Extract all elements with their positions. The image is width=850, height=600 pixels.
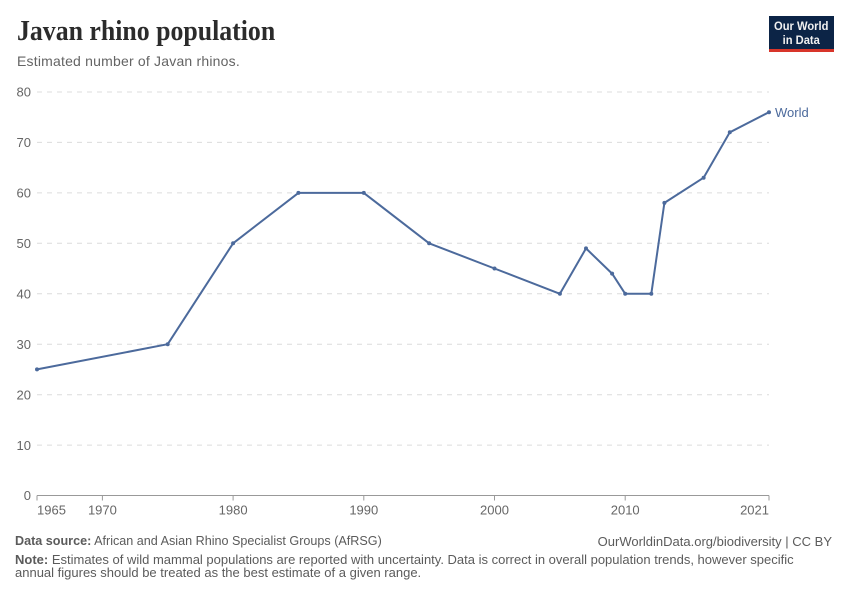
svg-text:40: 40: [17, 287, 31, 302]
svg-text:1980: 1980: [219, 503, 248, 518]
svg-text:2010: 2010: [611, 503, 640, 518]
svg-text:70: 70: [17, 135, 31, 150]
svg-text:1990: 1990: [349, 503, 378, 518]
svg-text:50: 50: [17, 236, 31, 251]
svg-text:2000: 2000: [480, 503, 509, 518]
svg-text:60: 60: [17, 186, 31, 201]
svg-text:2021: 2021: [740, 503, 769, 518]
svg-text:10: 10: [17, 438, 31, 453]
svg-text:0: 0: [24, 488, 31, 503]
svg-text:80: 80: [17, 84, 31, 99]
svg-text:1970: 1970: [88, 503, 117, 518]
svg-text:20: 20: [17, 387, 31, 402]
svg-text:1965: 1965: [37, 503, 66, 518]
svg-text:30: 30: [17, 337, 31, 352]
